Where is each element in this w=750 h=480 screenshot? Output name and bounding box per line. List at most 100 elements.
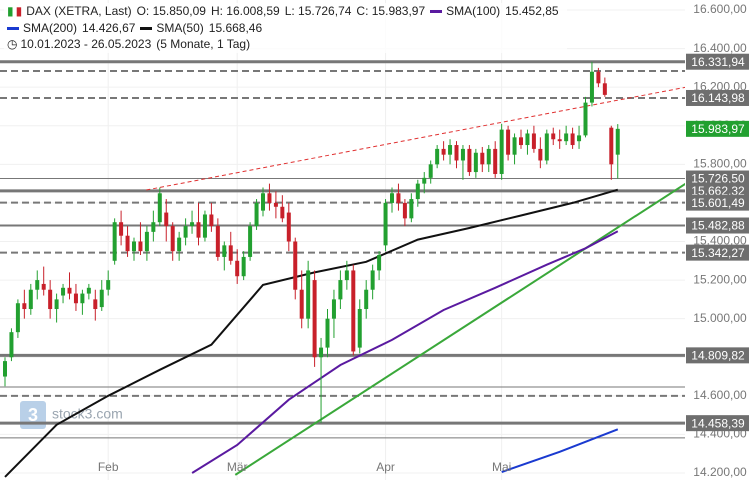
level-box bbox=[686, 170, 749, 187]
candle-body bbox=[589, 71, 594, 103]
legend-name: SMA(50) bbox=[156, 20, 204, 35]
level-box bbox=[686, 244, 749, 261]
candle-body bbox=[506, 129, 511, 155]
candle-body bbox=[596, 71, 601, 84]
candle-body bbox=[106, 280, 111, 290]
instrument: DAX (XETRA, Last) bbox=[26, 4, 132, 18]
y-tick-label: 16.200,00 bbox=[693, 79, 747, 93]
candle-body bbox=[415, 183, 420, 200]
plot-area bbox=[0, 60, 685, 478]
candle-body bbox=[138, 241, 143, 252]
candle-body bbox=[390, 193, 394, 203]
last-price-box bbox=[686, 120, 749, 137]
candle-body bbox=[441, 148, 446, 155]
period: (5 Monate, 1 Tag) bbox=[156, 37, 251, 51]
candle-body bbox=[3, 361, 7, 377]
sma-line bbox=[4, 188, 619, 478]
candle-body bbox=[15, 303, 20, 333]
candle-body bbox=[486, 148, 491, 165]
x-tick-label: Mär bbox=[227, 460, 248, 474]
level-label: 15.662,32 bbox=[691, 184, 745, 198]
candle-body bbox=[312, 280, 317, 358]
candle-body bbox=[531, 133, 536, 149]
candle-body bbox=[144, 231, 149, 252]
candle-body bbox=[377, 255, 382, 271]
candle-body bbox=[73, 293, 78, 304]
y-tick-label: 15.000,00 bbox=[693, 311, 747, 325]
candle-body bbox=[564, 133, 569, 142]
legend-value: 15.668,46 bbox=[208, 20, 263, 35]
level-label: 15.482,88 bbox=[691, 219, 745, 233]
level-label: 14.458,39 bbox=[691, 416, 745, 430]
candle-body bbox=[396, 193, 401, 203]
candle-body bbox=[222, 245, 227, 257]
x-tick-label: Apr bbox=[376, 460, 395, 474]
candle-body bbox=[157, 193, 162, 223]
y-tick-label: 16.400,00 bbox=[693, 41, 747, 55]
legend-value: 14.426,67 bbox=[82, 20, 136, 35]
candle-body bbox=[519, 137, 523, 146]
candle-body bbox=[615, 128, 620, 155]
legend-name: SMA(200) bbox=[23, 20, 78, 35]
legend: ▮ ▮ DAX (XETRA, Last) O: 15.850,09 H: 16.008… bbox=[4, 3, 567, 53]
candle-body bbox=[41, 283, 46, 290]
candle-body bbox=[499, 129, 504, 174]
candle-body bbox=[54, 299, 59, 310]
candle-body bbox=[480, 152, 485, 165]
candle-body bbox=[196, 222, 201, 238]
low: L: 15.726,74 bbox=[284, 4, 352, 18]
candle-body bbox=[99, 289, 104, 308]
candle-body bbox=[9, 332, 14, 358]
candle-body bbox=[190, 222, 195, 227]
level-label: 14.809,82 bbox=[691, 349, 745, 363]
candle-body bbox=[577, 135, 582, 142]
candle-body bbox=[428, 164, 433, 178]
watermark: 3 stock3.com bbox=[20, 401, 123, 429]
x-tick-label: Feb bbox=[98, 460, 119, 474]
candle-body bbox=[241, 256, 246, 277]
level-box bbox=[686, 217, 749, 234]
candle-body bbox=[473, 152, 478, 173]
candle-body bbox=[357, 309, 362, 348]
candle-body bbox=[306, 270, 311, 319]
candle-body bbox=[512, 137, 517, 155]
level-label: 16.143,98 bbox=[691, 91, 745, 105]
candle-body bbox=[61, 287, 66, 296]
candle-body bbox=[35, 280, 40, 290]
candle-body bbox=[299, 289, 304, 319]
candle-body bbox=[570, 133, 575, 146]
candle-body bbox=[125, 235, 130, 252]
level-box bbox=[686, 89, 749, 106]
candle-body bbox=[454, 145, 459, 161]
candle-body bbox=[93, 299, 98, 310]
level-label: 15.601,49 bbox=[691, 196, 745, 210]
candle-body bbox=[609, 127, 614, 165]
y-tick-label: 16.600,00 bbox=[693, 2, 747, 16]
candle-body bbox=[209, 214, 214, 227]
candle-body bbox=[583, 102, 588, 136]
sma-line bbox=[501, 428, 619, 473]
candle-body bbox=[235, 260, 240, 277]
candle-body bbox=[344, 270, 349, 281]
legend-row: SMA(200) 14.426,67 SMA(50) 15.668,46 bbox=[7, 20, 564, 37]
candle-body bbox=[183, 226, 188, 238]
candle-body bbox=[119, 222, 124, 236]
candle-body bbox=[383, 202, 388, 246]
candle-body bbox=[286, 212, 291, 242]
legend-row: ◷ 10.01.2023 - 26.05.2023 (5 Monate, 1 Tag… bbox=[7, 37, 251, 51]
candle-body bbox=[164, 212, 169, 227]
x-tick-label: Mai bbox=[492, 460, 511, 474]
candle-body bbox=[435, 148, 440, 165]
candle-body bbox=[151, 222, 156, 232]
y-tick-label: 15.200,00 bbox=[693, 272, 747, 286]
candle-body bbox=[409, 199, 414, 219]
trend-line bbox=[146, 86, 685, 191]
candle-body bbox=[273, 202, 278, 207]
candle-body bbox=[86, 287, 91, 294]
date-range: 10.01.2023 - 26.05.2023 bbox=[20, 37, 152, 51]
high: H: 16.008,59 bbox=[210, 4, 280, 18]
candle-body bbox=[351, 270, 356, 352]
candle-body bbox=[48, 289, 53, 310]
level-box bbox=[686, 347, 749, 364]
